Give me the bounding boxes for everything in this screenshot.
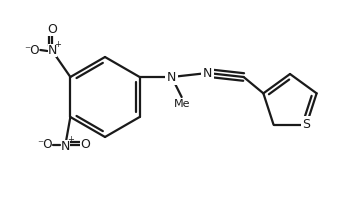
Text: N: N [61, 139, 70, 152]
Text: O: O [81, 138, 90, 151]
Text: O: O [48, 22, 57, 35]
Text: S: S [302, 118, 311, 131]
Text: N: N [167, 71, 176, 84]
Text: ⁻O: ⁻O [38, 138, 53, 151]
Text: +: + [67, 136, 74, 145]
Text: N: N [48, 44, 57, 57]
Text: Me: Me [173, 99, 190, 109]
Text: +: + [54, 40, 61, 48]
Text: N: N [203, 67, 212, 80]
Text: ⁻O: ⁻O [24, 44, 40, 57]
